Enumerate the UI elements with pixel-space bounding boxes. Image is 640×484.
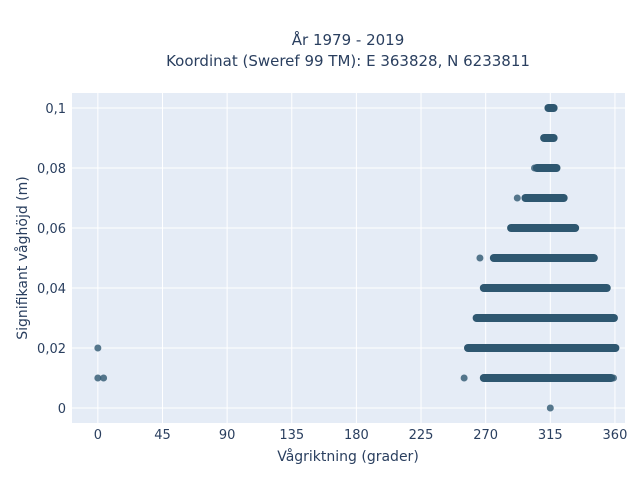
x-tick-label: 360	[603, 428, 628, 443]
data-bands	[464, 104, 620, 382]
x-tick-label: 225	[409, 428, 434, 443]
data-band	[521, 194, 568, 202]
y-tick-label: 0,1	[45, 102, 66, 117]
x-tick-label: 90	[219, 428, 236, 443]
data-band	[507, 224, 580, 232]
data-band	[489, 254, 598, 262]
y-tick-label: 0,02	[37, 342, 66, 357]
x-tick-label: 180	[344, 428, 369, 443]
x-tick-labels: 0 45 90 135 180 225 270 315 360	[94, 428, 628, 443]
data-point	[610, 374, 618, 382]
data-point	[531, 164, 539, 172]
x-tick-label: 135	[279, 428, 304, 443]
data-band	[479, 284, 611, 292]
data-point	[476, 254, 484, 262]
data-band	[544, 104, 558, 112]
data-point	[546, 404, 554, 412]
chart-title-line2: Koordinat (Sweref 99 TM): E 363828, N 62…	[166, 52, 530, 70]
data-band	[479, 374, 616, 382]
y-axis-label: Signifikant våghöjd (m)	[14, 176, 31, 339]
y-tick-labels: 0 0,02 0,04 0,06 0,08 0,1	[37, 102, 66, 417]
x-tick-label: 45	[154, 428, 171, 443]
data-points	[94, 164, 618, 412]
data-band	[532, 164, 561, 172]
chart-title-line1: År 1979 - 2019	[292, 30, 405, 49]
x-tick-label: 315	[538, 428, 563, 443]
data-point	[94, 344, 102, 352]
y-tick-label: 0,08	[37, 162, 66, 177]
y-tick-label: 0,04	[37, 282, 66, 297]
y-tick-label: 0	[58, 402, 66, 417]
y-tick-label: 0,06	[37, 222, 66, 237]
data-band	[464, 344, 620, 352]
data-band	[540, 134, 558, 142]
data-point	[460, 374, 468, 382]
x-axis-label: Vågriktning (grader)	[277, 448, 419, 465]
x-tick-label: 0	[94, 428, 102, 443]
data-point	[94, 374, 102, 382]
data-point	[598, 374, 606, 382]
x-tick-label: 270	[473, 428, 498, 443]
data-point	[100, 374, 108, 382]
data-band	[472, 314, 618, 322]
data-point	[513, 194, 521, 202]
